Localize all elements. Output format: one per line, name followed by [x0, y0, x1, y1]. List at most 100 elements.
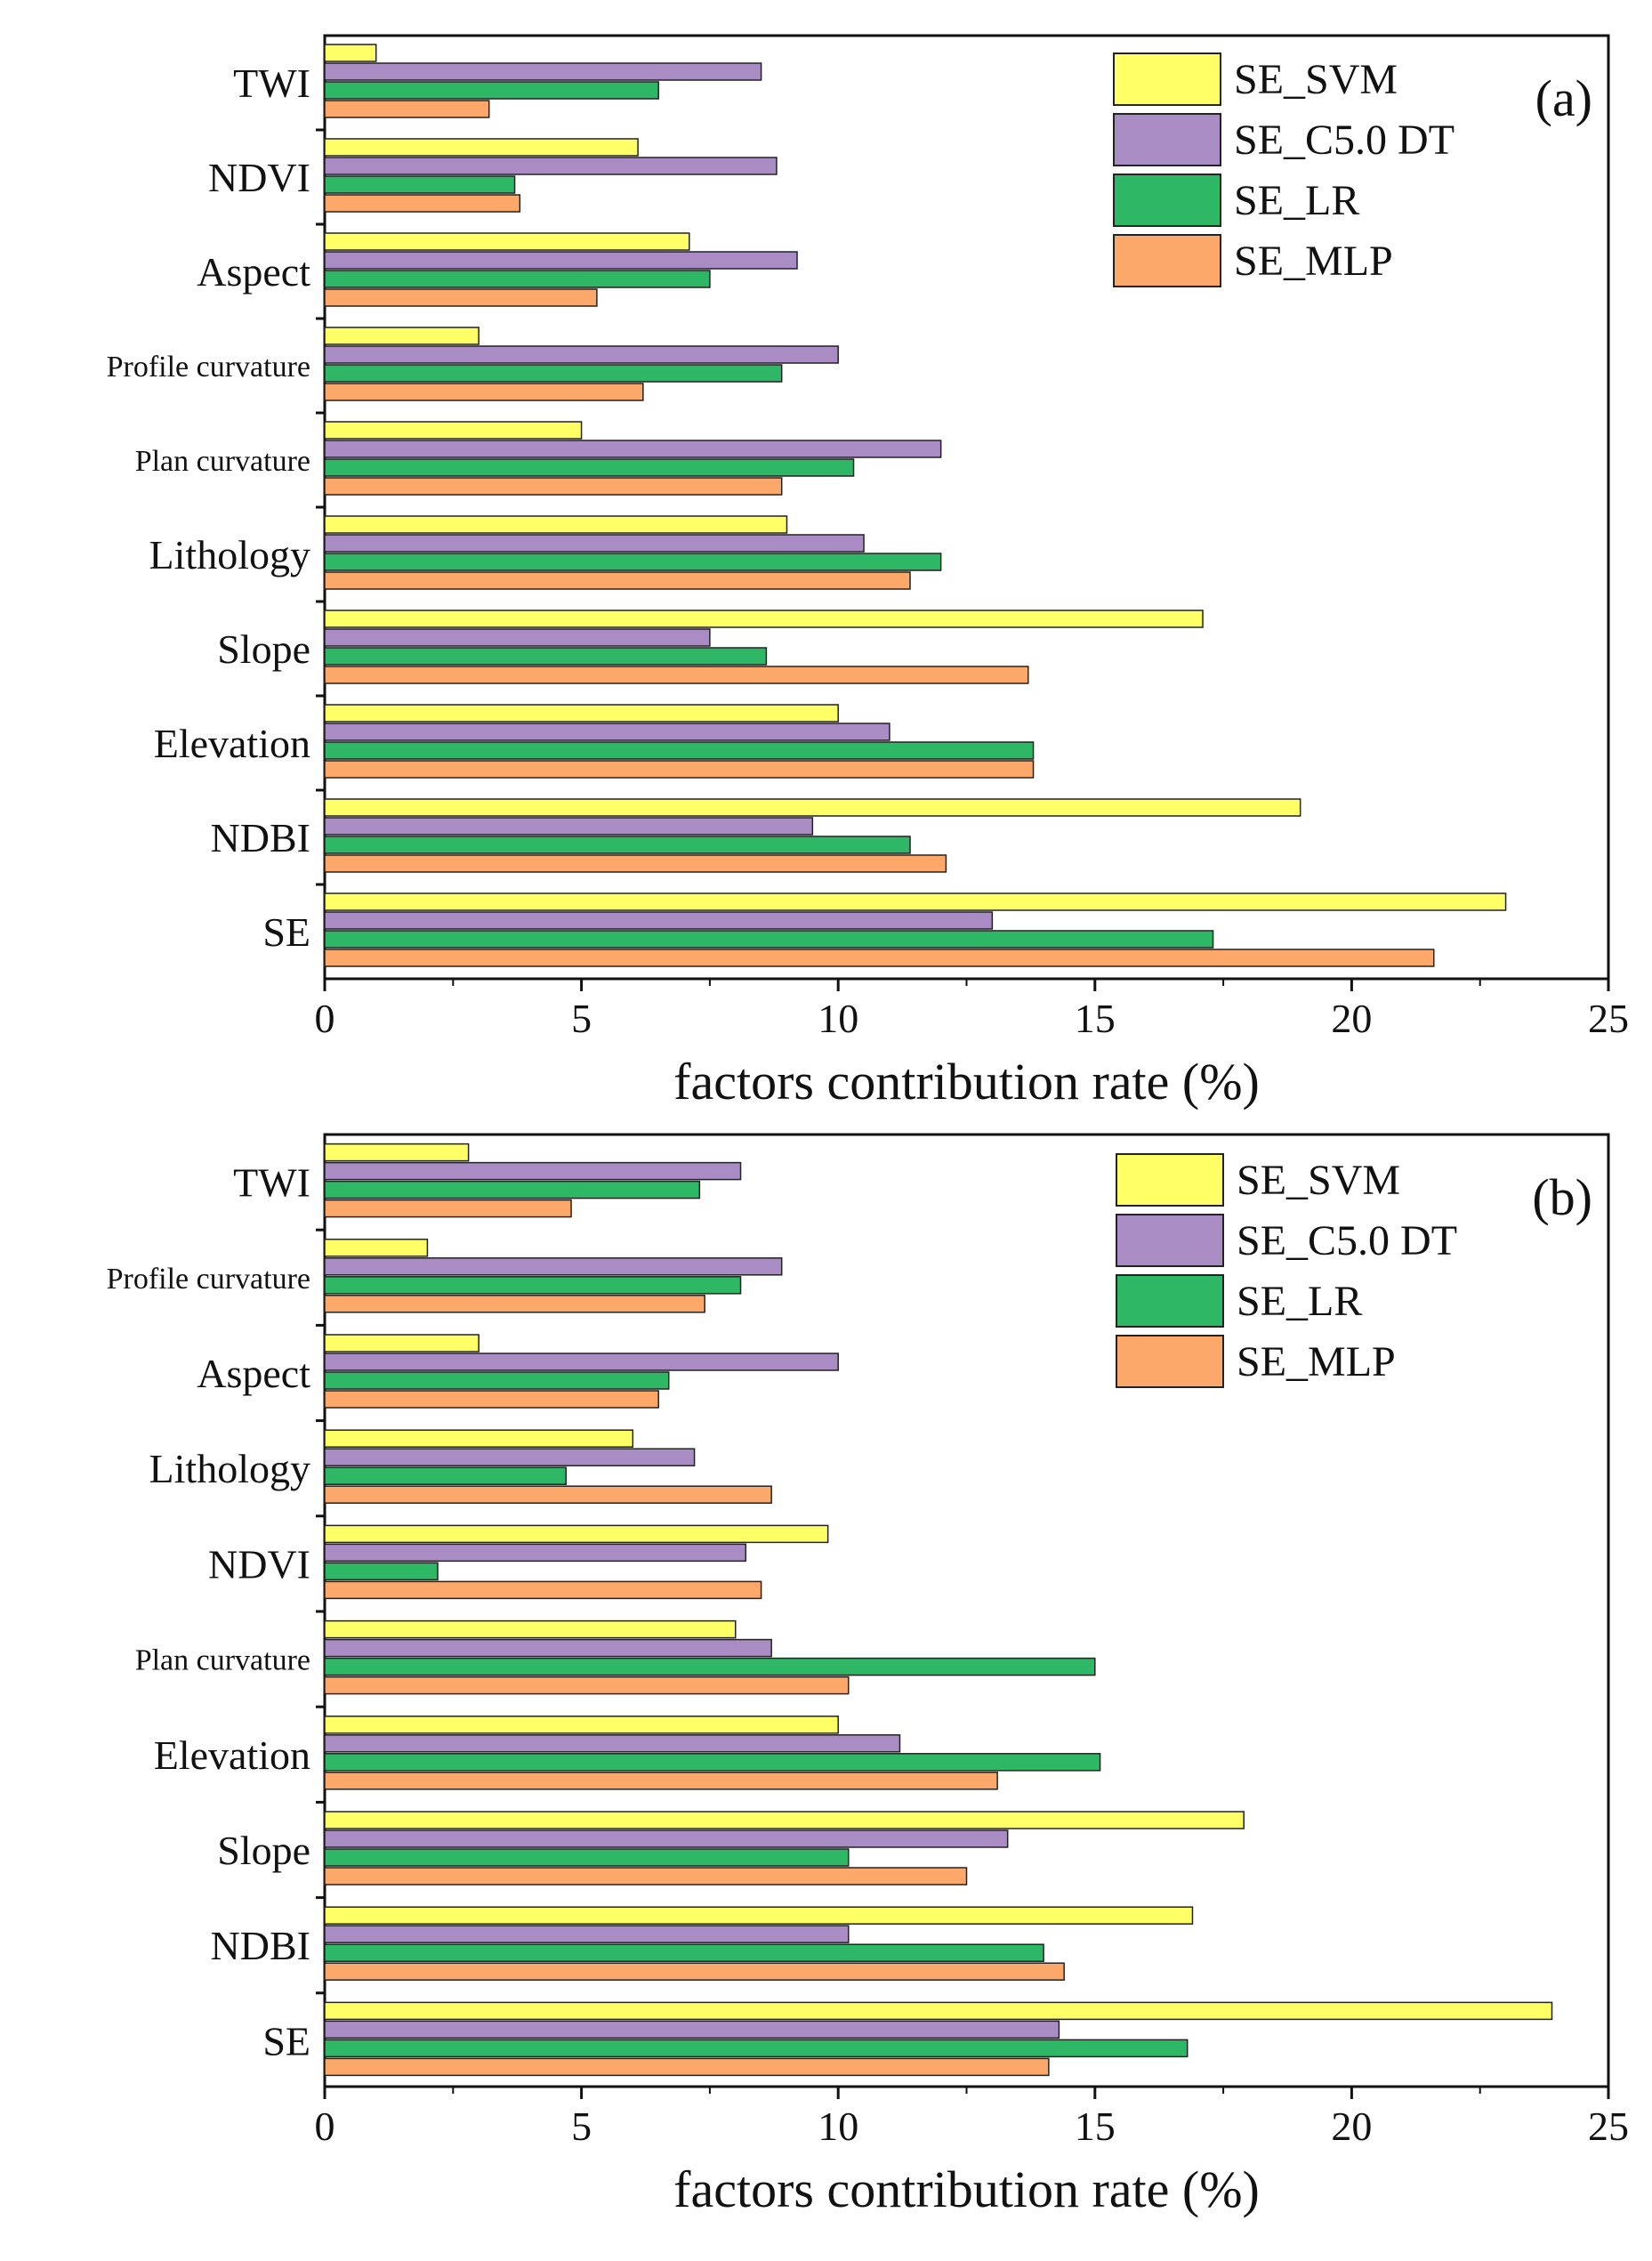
bar-se-mlp-aspect: [324, 288, 598, 307]
legend-entry: SE_SVM: [1234, 56, 1398, 103]
x-tick-label: 0: [315, 996, 335, 1041]
x-tick-label: 5: [571, 996, 592, 1041]
y-tick-label: Elevation: [154, 721, 310, 766]
bar-se-svm-twi: [324, 44, 377, 62]
bar-se-lr-twi: [324, 81, 659, 100]
y-tick-label: Plan curvature: [135, 1644, 310, 1677]
bar-se-svm-slope: [324, 610, 1204, 628]
bar-se-lr-ndvi: [324, 1562, 439, 1581]
bar-se-lr-lithology: [324, 1466, 568, 1485]
bar-se-lr-se: [324, 2039, 1189, 2058]
bar-se-svm-ndvi: [324, 1524, 829, 1544]
bar-se-c5-0-dt-se: [324, 2020, 1060, 2039]
y-tick-label: Aspect: [197, 1351, 310, 1396]
bar-se-mlp-lithology: [324, 571, 911, 590]
legend-entry: SE_LR: [1234, 177, 1359, 224]
legend-entry: SE_C5.0 DT: [1237, 1217, 1457, 1264]
bar-se-svm-se: [324, 2001, 1553, 2021]
bar-se-lr-aspect: [324, 1371, 670, 1390]
bar-se-lr-ndbi: [324, 1943, 1044, 1962]
bar-se-mlp-slope: [324, 666, 1029, 684]
bar-se-svm-elevation: [324, 704, 839, 723]
bar-se-c5-0-dt-lithology: [324, 1448, 696, 1466]
y-tick-label: SE: [262, 909, 310, 955]
y-tick-label: Lithology: [149, 1446, 310, 1491]
bar-se-c5-0-dt-slope: [324, 1829, 1009, 1848]
bar-se-lr-ndvi: [324, 175, 516, 194]
bar-se-svm-plan-curvature: [324, 421, 583, 440]
x-axis-label: factors contribution rate (%): [673, 1053, 1260, 1110]
y-tick-label: Lithology: [149, 532, 310, 577]
x-tick-label: 0: [315, 2104, 335, 2149]
bar-se-lr-twi: [324, 1180, 701, 1199]
y-tick-label: Elevation: [154, 1732, 310, 1778]
bar-se-lr-aspect: [324, 270, 711, 288]
y-tick-label: NDBI: [211, 815, 310, 860]
y-tick-label: NDVI: [208, 155, 310, 200]
legend-swatch: [1116, 1214, 1224, 1267]
bar-se-mlp-ndbi: [324, 854, 947, 873]
legend-entry: SE_MLP: [1237, 1338, 1396, 1385]
x-tick-label: 10: [818, 2104, 858, 2149]
bar-se-c5-0-dt-ndvi: [324, 157, 778, 175]
bar-se-lr-se: [324, 930, 1214, 949]
x-tick-label: 15: [1075, 2104, 1116, 2149]
bar-se-mlp-profile-curvature: [324, 383, 644, 401]
x-tick-label: 10: [818, 996, 858, 1041]
y-tick-label: Slope: [217, 1828, 310, 1873]
y-tick-label: SE: [262, 2018, 310, 2063]
bar-se-mlp-twi: [324, 1199, 572, 1218]
x-tick-label: 20: [1331, 2104, 1372, 2149]
y-tick-label: Profile curvature: [107, 351, 310, 384]
bar-se-svm-profile-curvature: [324, 327, 479, 345]
bar-se-lr-elevation: [324, 741, 1035, 760]
bar-se-svm-ndvi: [324, 138, 639, 157]
bar-se-svm-ndbi: [324, 798, 1301, 817]
bar-se-c5-0-dt-ndbi: [324, 817, 814, 836]
bar-se-mlp-ndvi: [324, 1580, 762, 1600]
bar-se-c5-0-dt-twi: [324, 1161, 742, 1181]
legend-entry: SE_LR: [1237, 1278, 1362, 1325]
y-tick-label: Profile curvature: [107, 1263, 310, 1296]
bar-se-mlp-aspect: [324, 1390, 659, 1409]
x-tick-label: 15: [1075, 996, 1116, 1041]
bar-se-svm-elevation: [324, 1716, 839, 1734]
bar-se-mlp-se: [324, 949, 1435, 967]
bar-se-lr-lithology: [324, 553, 942, 571]
bar-se-c5-0-dt-aspect: [324, 1353, 839, 1371]
bar-se-lr-elevation: [324, 1753, 1101, 1772]
chart-panel-b: TWI Profile curvature Aspect Lithology NDVI P…: [107, 1133, 1629, 2218]
bar-se-lr-ndbi: [324, 836, 911, 854]
legend-swatch: [1116, 1274, 1224, 1328]
legend-entry: SE_SVM: [1237, 1157, 1400, 1204]
x-tick-label: 20: [1331, 996, 1372, 1041]
bar-se-svm-plan-curvature: [324, 1619, 737, 1639]
legend-entry: SE_C5.0 DT: [1234, 117, 1455, 164]
bar-se-mlp-plan-curvature: [324, 1676, 850, 1695]
legend-swatch: [1116, 1153, 1224, 1207]
bar-se-mlp-elevation: [324, 1772, 998, 1790]
x-tick-label: 25: [1588, 2104, 1629, 2149]
bar-se-svm-lithology: [324, 515, 788, 534]
legend-swatch: [1113, 234, 1221, 287]
bar-se-svm-se: [324, 892, 1507, 911]
y-tick-label: NDVI: [208, 1541, 310, 1587]
bar-se-c5-0-dt-plan-curvature: [324, 440, 942, 458]
bar-se-mlp-se: [324, 2057, 1050, 2077]
legend-swatch: [1113, 113, 1221, 166]
bar-se-c5-0-dt-se: [324, 911, 994, 930]
bar-se-lr-slope: [324, 647, 768, 666]
legend-swatch: [1113, 52, 1221, 106]
bar-se-svm-aspect: [324, 1334, 479, 1353]
bar-se-c5-0-dt-profile-curvature: [324, 1257, 783, 1276]
bar-se-c5-0-dt-lithology: [324, 534, 865, 553]
x-axis-label: factors contribution rate (%): [673, 2160, 1260, 2218]
y-tick-label: TWI: [233, 1160, 310, 1206]
bar-se-svm-profile-curvature: [324, 1239, 429, 1257]
bar-se-mlp-lithology: [324, 1485, 772, 1504]
legend-swatch: [1116, 1335, 1224, 1388]
y-tick-label: Plan curvature: [135, 445, 310, 478]
bar-se-svm-twi: [324, 1143, 470, 1162]
